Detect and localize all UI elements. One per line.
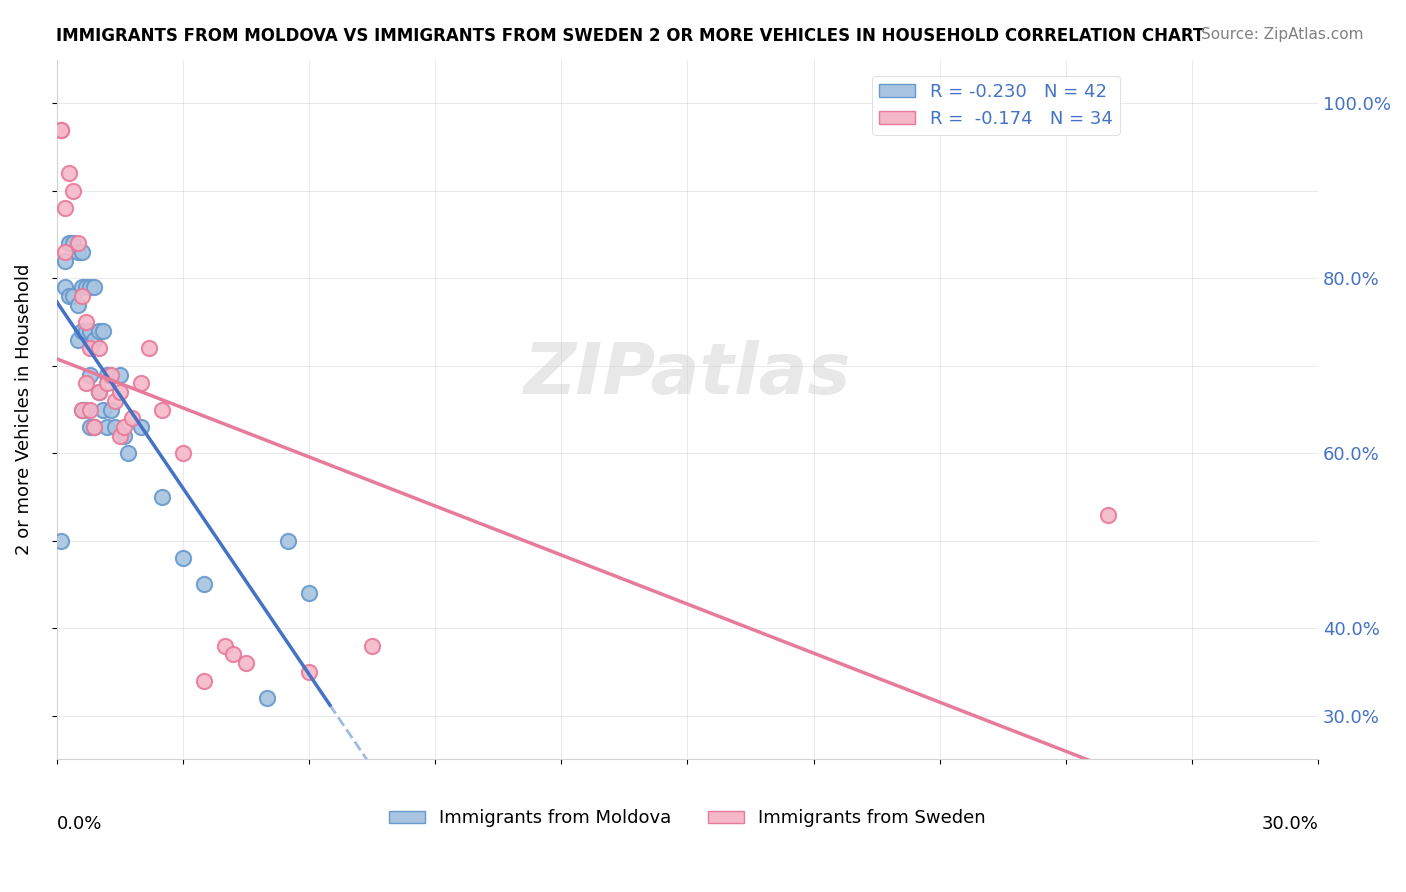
Point xyxy=(150,402,173,417)
Point xyxy=(79,324,101,338)
Point xyxy=(53,280,76,294)
Point xyxy=(129,376,152,391)
Point xyxy=(214,639,236,653)
Point xyxy=(83,280,105,294)
Point xyxy=(79,402,101,417)
Point xyxy=(66,333,89,347)
Point xyxy=(58,236,80,251)
Point xyxy=(361,639,384,653)
Point xyxy=(58,166,80,180)
Point xyxy=(112,420,135,434)
Point xyxy=(66,297,89,311)
Text: ZIPatlas: ZIPatlas xyxy=(523,340,851,409)
Point xyxy=(96,376,118,391)
Point xyxy=(62,289,84,303)
Text: 30.0%: 30.0% xyxy=(1261,815,1319,833)
Point xyxy=(91,402,114,417)
Point xyxy=(75,315,97,329)
Legend: R = -0.230   N = 42, R =  -0.174   N = 34: R = -0.230 N = 42, R = -0.174 N = 34 xyxy=(872,76,1121,135)
Point xyxy=(150,490,173,504)
Point xyxy=(66,236,89,251)
Point xyxy=(83,420,105,434)
Point xyxy=(100,368,122,382)
Point xyxy=(49,122,72,136)
Point xyxy=(256,691,278,706)
Point xyxy=(100,402,122,417)
Point xyxy=(83,333,105,347)
Point xyxy=(75,402,97,417)
Point xyxy=(104,393,127,408)
Point xyxy=(53,245,76,260)
Point xyxy=(193,673,215,688)
Text: IMMIGRANTS FROM MOLDOVA VS IMMIGRANTS FROM SWEDEN 2 OR MORE VEHICLES IN HOUSEHOL: IMMIGRANTS FROM MOLDOVA VS IMMIGRANTS FR… xyxy=(56,27,1205,45)
Point xyxy=(49,533,72,548)
Point xyxy=(53,253,76,268)
Point xyxy=(79,341,101,355)
Point xyxy=(75,280,97,294)
Point xyxy=(129,420,152,434)
Point xyxy=(108,368,131,382)
Point xyxy=(1097,508,1119,522)
Y-axis label: 2 or more Vehicles in Household: 2 or more Vehicles in Household xyxy=(15,264,32,555)
Point xyxy=(277,533,299,548)
Point xyxy=(104,420,127,434)
Point xyxy=(70,280,93,294)
Point xyxy=(87,384,110,399)
Point xyxy=(87,384,110,399)
Point xyxy=(117,446,139,460)
Point xyxy=(91,324,114,338)
Point xyxy=(138,341,160,355)
Text: 0.0%: 0.0% xyxy=(56,815,103,833)
Point xyxy=(66,245,89,260)
Point xyxy=(62,236,84,251)
Point xyxy=(172,446,194,460)
Point xyxy=(70,402,93,417)
Point xyxy=(70,402,93,417)
Point xyxy=(112,429,135,443)
Point xyxy=(121,411,143,425)
Point xyxy=(79,280,101,294)
Point xyxy=(193,577,215,591)
Point xyxy=(108,429,131,443)
Point xyxy=(79,420,101,434)
Point xyxy=(83,420,105,434)
Point xyxy=(298,665,321,679)
Point xyxy=(75,376,97,391)
Point xyxy=(53,202,76,216)
Point xyxy=(108,384,131,399)
Point xyxy=(235,657,257,671)
Point xyxy=(58,289,80,303)
Point xyxy=(79,368,101,382)
Point xyxy=(70,245,93,260)
Point xyxy=(49,122,72,136)
Point xyxy=(70,324,93,338)
Point xyxy=(87,324,110,338)
Point xyxy=(222,648,245,662)
Point xyxy=(87,341,110,355)
Point xyxy=(62,184,84,198)
Point xyxy=(96,420,118,434)
Point xyxy=(298,586,321,600)
Point xyxy=(75,324,97,338)
Point xyxy=(70,289,93,303)
Point xyxy=(172,551,194,566)
Text: Source: ZipAtlas.com: Source: ZipAtlas.com xyxy=(1201,27,1364,42)
Point xyxy=(96,368,118,382)
